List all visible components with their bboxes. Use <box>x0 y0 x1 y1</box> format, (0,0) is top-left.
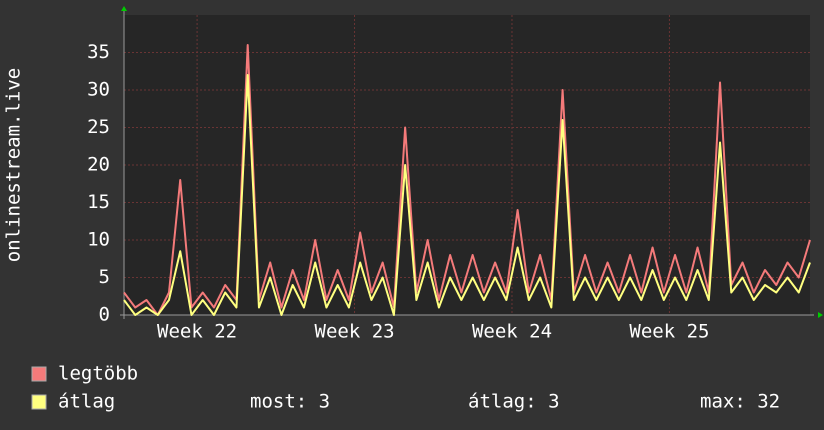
y-tick-label: 5 <box>99 266 110 288</box>
legend-label: legtöbb <box>58 363 138 385</box>
y-tick-label: 30 <box>87 79 110 101</box>
y-tick-label: 10 <box>87 229 110 251</box>
x-tick-label: Week 22 <box>157 321 237 343</box>
plot-area <box>124 15 810 315</box>
stat: max: 32 <box>700 391 780 413</box>
legend-swatch <box>31 394 47 410</box>
y-axis-label: onlinestream.live <box>3 68 25 262</box>
y-tick-label: 35 <box>87 41 110 63</box>
x-tick-label: Week 23 <box>315 321 395 343</box>
axis-arrow <box>818 312 823 318</box>
legend-swatch <box>31 366 47 382</box>
legend-label: átlag <box>58 391 115 413</box>
series-line <box>123 74 811 316</box>
stat: most: 3 <box>250 391 330 413</box>
y-tick-label: 15 <box>87 191 110 213</box>
x-tick-label: Week 25 <box>629 321 709 343</box>
y-tick-label: 25 <box>87 116 110 138</box>
stat: átlag: 3 <box>468 391 560 413</box>
y-tick-label: 20 <box>87 154 110 176</box>
y-tick-label: 0 <box>99 304 110 326</box>
axis-arrow <box>121 6 127 11</box>
x-tick-label: Week 24 <box>472 321 552 343</box>
